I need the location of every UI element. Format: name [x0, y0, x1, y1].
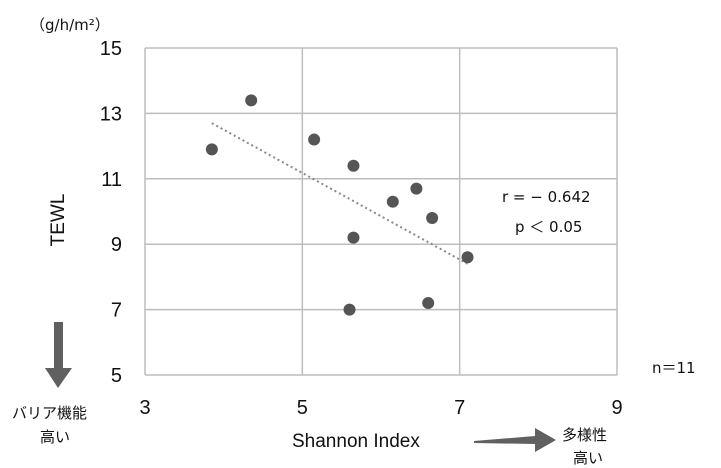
- data-points: [205, 94, 474, 316]
- x-tick-label-0: 3: [139, 397, 150, 419]
- x-tick-label-2: 7: [454, 397, 465, 419]
- y-tick-label-2: 9: [111, 234, 122, 256]
- x-axis-title: Shannon Index: [292, 431, 420, 452]
- y-arrow-label-line2: 高い: [40, 428, 70, 446]
- data-point-6: [386, 195, 399, 208]
- trendline-group: [211, 122, 469, 265]
- trendline: [211, 122, 469, 265]
- x-tick-labels: 3 5 7 9: [139, 397, 622, 419]
- data-point-9: [422, 297, 435, 310]
- y-tick-label-1: 7: [111, 300, 122, 322]
- y-tick-labels: 5 7 9 11 13 15: [100, 38, 122, 387]
- y-arrow-label-line1: バリア機能: [12, 404, 87, 422]
- down-arrow-icon: [45, 322, 72, 388]
- data-point-0: [205, 143, 218, 156]
- data-point-3: [347, 159, 360, 172]
- stat-r: r = − 0.642: [502, 188, 591, 206]
- data-point-8: [426, 212, 439, 225]
- data-point-1: [245, 94, 258, 107]
- x-arrow-label-line1: 多様性: [562, 426, 607, 444]
- y-tick-label-0: 5: [111, 365, 122, 387]
- data-point-7: [410, 182, 423, 195]
- y-axis-title: TEWL: [48, 194, 69, 247]
- right-arrow-icon: [474, 428, 556, 452]
- grid-lines: [144, 47, 618, 376]
- stat-n: n＝11: [652, 359, 696, 377]
- data-point-2: [308, 133, 321, 146]
- data-point-5: [343, 303, 356, 316]
- stat-p: p ＜ 0.05: [515, 218, 582, 236]
- data-point-10: [461, 251, 474, 264]
- y-tick-label-4: 13: [100, 103, 122, 125]
- y-tick-label-3: 11: [101, 169, 122, 191]
- y-unit-label: （g/h/m²）: [30, 16, 110, 34]
- y-tick-label-5: 15: [100, 38, 122, 60]
- x-tick-label-3: 9: [611, 397, 622, 419]
- x-arrow-label-line2: 高い: [573, 449, 603, 467]
- x-tick-label-1: 5: [297, 397, 308, 419]
- data-point-4: [347, 231, 360, 244]
